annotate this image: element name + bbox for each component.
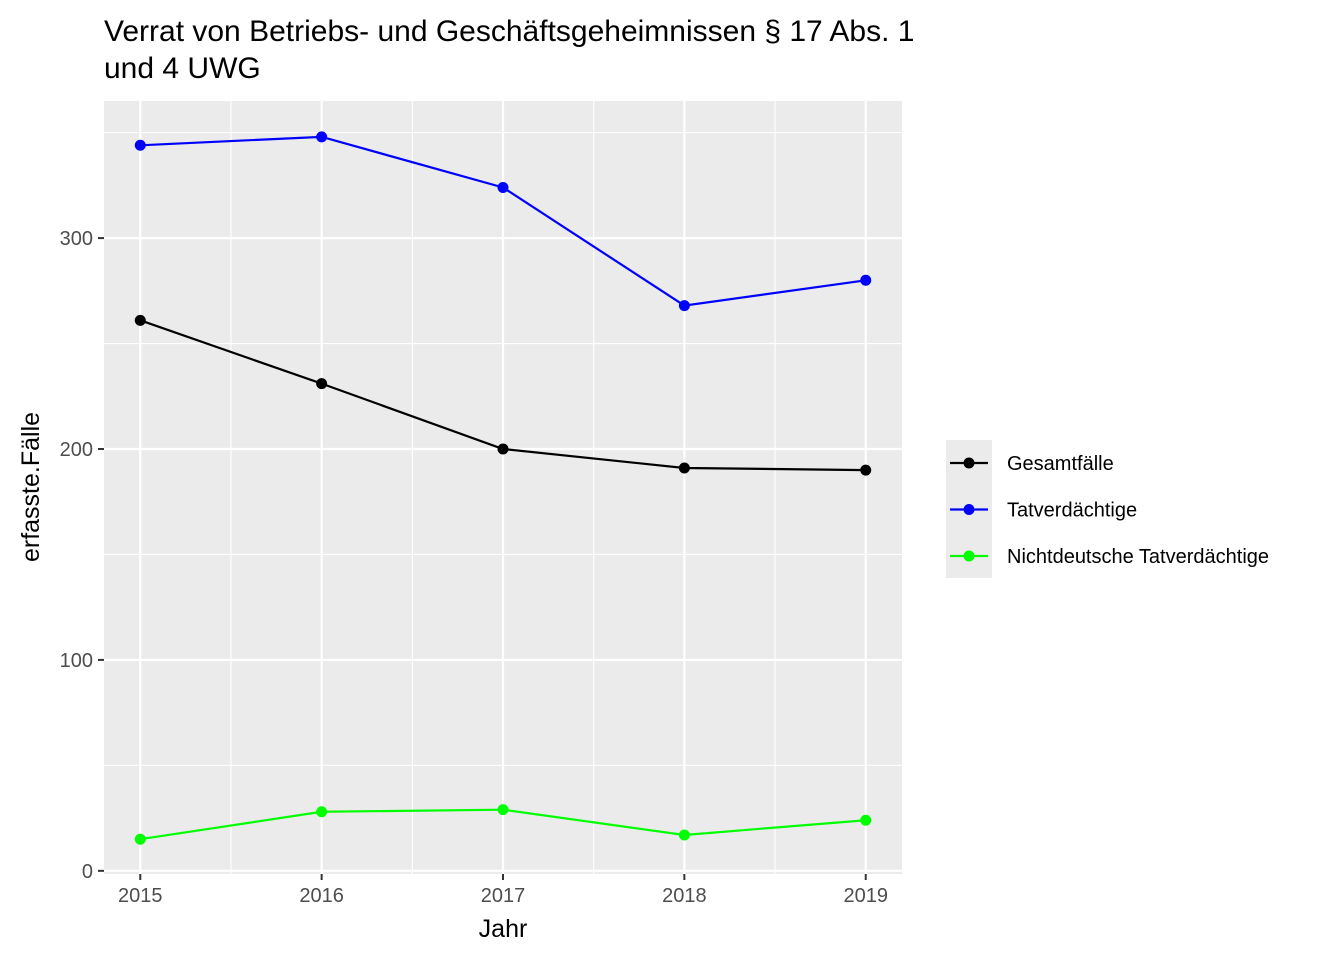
legend-items: Gesamtfälle Tatverdächtige Nichtdeutsche T…: [950, 453, 1269, 568]
x-axis: 2015 2016 2017 2018 2019: [118, 874, 888, 907]
x-tick-label: 2017: [481, 885, 526, 907]
x-tick-label: 2018: [662, 885, 707, 907]
legend-label-gesamtf-lle: Gesamtfälle: [1007, 453, 1114, 475]
series-layer: [134, 131, 872, 845]
y-axis: 0 100 200 300: [60, 228, 104, 883]
data-point-nichtdeutsche-tatverd-chtige: [134, 833, 146, 845]
legend-label-tatverd-chtige: Tatverdächtige: [1007, 500, 1137, 522]
data-point-gesamtf-lle: [678, 462, 690, 474]
data-point-nichtdeutsche-tatverd-chtige: [678, 829, 690, 841]
x-tick-label: 2016: [299, 885, 344, 907]
data-point-nichtdeutsche-tatverd-chtige: [860, 814, 872, 826]
data-point-gesamtf-lle: [860, 464, 872, 476]
y-axis-title: erfasste.Fälle: [17, 412, 45, 562]
chart-title: Verrat von Betriebs- und Geschäftsgeheim…: [104, 15, 914, 85]
x-tick-label: 2015: [118, 885, 163, 907]
data-point-nichtdeutsche-tatverd-chtige: [316, 806, 328, 818]
data-point-tatverd-chtige: [497, 181, 509, 193]
data-point-tatverd-chtige: [678, 300, 690, 312]
legend: Gesamtfälle Tatverdächtige Nichtdeutsche T…: [946, 440, 1269, 578]
legend-label-nichtdeutsche-tatverd-chtige: Nichtdeutsche Tatverdächtige: [1007, 546, 1269, 568]
y-tick-label: 0: [82, 861, 93, 883]
x-tick-label: 2019: [843, 885, 888, 907]
data-point-tatverd-chtige: [316, 131, 328, 143]
chart-title-line-2: und 4 UWG: [104, 52, 261, 85]
legend-key-point-nichtdeutsche-tatverd-chtige: [963, 550, 975, 562]
data-point-tatverd-chtige: [134, 139, 146, 151]
x-axis-title: Jahr: [479, 915, 528, 943]
y-tick-label: 100: [60, 650, 93, 672]
data-point-nichtdeutsche-tatverd-chtige: [497, 804, 509, 816]
y-tick-label: 300: [60, 228, 93, 250]
data-point-tatverd-chtige: [860, 274, 872, 286]
y-tick-label: 200: [60, 439, 93, 461]
data-point-gesamtf-lle: [134, 314, 146, 326]
legend-key-point-gesamtf-lle: [963, 457, 975, 469]
chart-title-line-1: Verrat von Betriebs- und Geschäftsgeheim…: [104, 15, 914, 48]
legend-key-point-tatverd-chtige: [963, 504, 975, 515]
data-point-gesamtf-lle: [316, 378, 328, 390]
data-point-gesamtf-lle: [497, 443, 509, 455]
